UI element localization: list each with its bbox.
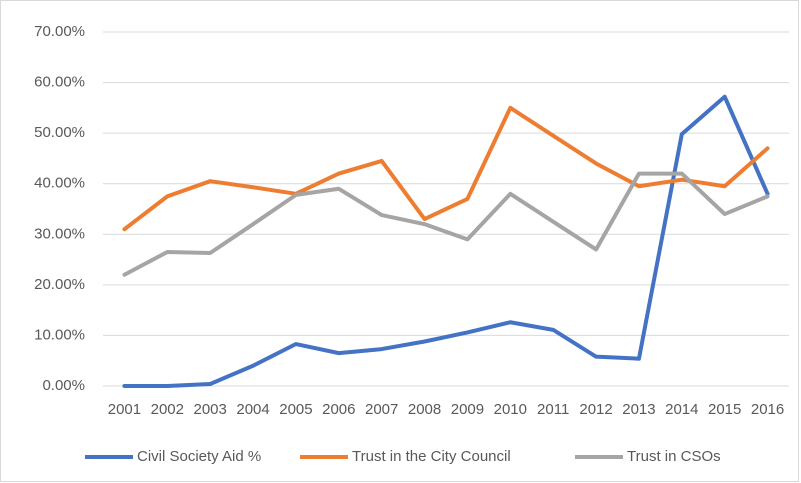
y-tick-label: 10.00% [34,326,85,343]
x-tick-label: 2005 [279,401,312,418]
x-tick-label: 2010 [494,401,527,418]
x-tick-label: 2007 [365,401,398,418]
x-tick-label: 2008 [408,401,441,418]
x-tick-label: 2006 [322,401,355,418]
line-series [122,105,770,232]
x-tick-label: 2016 [751,401,784,418]
x-tick-label: 2015 [708,401,741,418]
x-tick-label: 2003 [194,401,227,418]
legend-label: Trust in the City Council [352,448,511,465]
x-tick-label: 2002 [151,401,184,418]
y-tick-label: 40.00% [34,175,85,192]
legend-label: Trust in CSOs [627,448,721,465]
legend-label: Civil Society Aid % [137,448,261,465]
y-tick-label: 0.00% [42,377,85,394]
x-tick-label: 2011 [537,401,569,418]
x-tick-label: 2004 [236,401,269,418]
y-tick-label: 50.00% [34,124,85,141]
x-tick-label: 2012 [579,401,612,418]
y-tick-label: 20.00% [34,276,85,293]
line-series [122,171,770,277]
x-tick-label: 2009 [451,401,484,418]
y-tick-label: 60.00% [34,74,85,91]
x-tick-label: 2013 [622,401,655,418]
x-tick-label: 2001 [108,401,141,418]
y-tick-label: 70.00% [34,23,85,40]
y-tick-label: 30.00% [34,225,85,242]
x-tick-label: 2014 [665,401,698,418]
line-series [122,94,770,388]
